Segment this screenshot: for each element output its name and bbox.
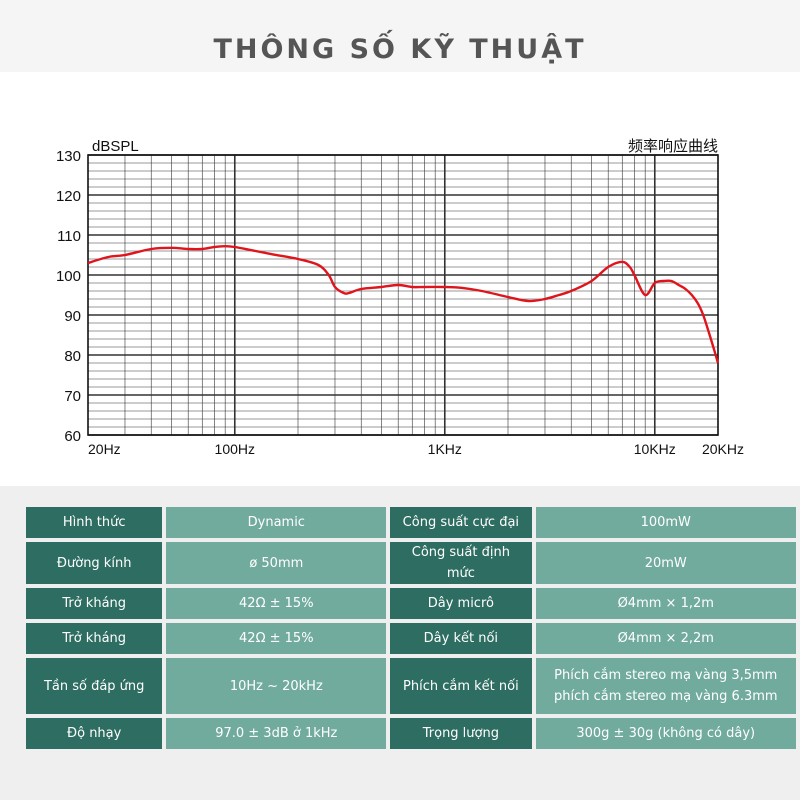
spec-value-text: 20mW bbox=[644, 555, 687, 571]
spec-label: Đường kính bbox=[26, 542, 163, 584]
spec-value-text: phích cắm stereo mạ vàng 6.3mm bbox=[553, 689, 778, 704]
spec-value: 42Ω ± 15% bbox=[166, 623, 387, 654]
spec-value-text: 100mW bbox=[640, 515, 691, 530]
spec-label-text: Hình thức bbox=[62, 515, 126, 530]
spec-label-text: Dây micrô bbox=[427, 596, 494, 611]
spec-value: 10Hz ~ 20kHz bbox=[166, 658, 387, 714]
spec-value-text: 42Ω ± 15% bbox=[239, 596, 314, 611]
y-tick-label: 120 bbox=[56, 188, 81, 205]
spec-value: ø 50mm bbox=[166, 542, 387, 584]
spec-value: Dynamic bbox=[166, 507, 387, 538]
spec-label: Dây micrô bbox=[390, 588, 532, 619]
spec-label: Trở kháng bbox=[26, 588, 163, 619]
spec-row: Đường kính ø 50mm Công suất định mức 20mW bbox=[26, 542, 796, 584]
spec-label-text: Độ nhạy bbox=[67, 726, 122, 741]
spec-label: Công suất cực đại bbox=[390, 507, 532, 538]
spec-label: Công suất định mức bbox=[390, 542, 532, 584]
spec-value-text: 10Hz ~ 20kHz bbox=[229, 678, 323, 694]
spec-label-text: Công suất cực đại bbox=[402, 515, 520, 530]
y-tick-label: 130 bbox=[56, 148, 81, 165]
spec-value-text: 300g ± 30g (không có dây) bbox=[576, 726, 756, 741]
x-tick-label: 100Hz bbox=[215, 441, 255, 457]
spec-value-text: 42Ω ± 15% bbox=[239, 631, 314, 646]
spec-value: Ø4mm × 1,2m bbox=[535, 588, 796, 619]
spec-table: Hình thức Dynamic Công suất cực đại 100mW Đư… bbox=[22, 503, 800, 753]
spec-value: Phích cắm stereo mạ vàng 3,5mm phích cắm … bbox=[535, 658, 796, 714]
spec-value: 100mW bbox=[535, 507, 796, 538]
spec-value-text: ø 50mm bbox=[249, 555, 304, 571]
plot-frame bbox=[87, 154, 719, 436]
spec-label-text: Trọng lượng bbox=[422, 726, 499, 741]
page-title: THÔNG SỐ KỸ THUẬT bbox=[213, 34, 587, 65]
spec-label: Hình thức bbox=[26, 507, 163, 538]
spec-label-text: Phích cắm kết nối bbox=[403, 678, 519, 694]
y-axis-label: dBSPL bbox=[92, 138, 139, 155]
x-tick-label: 10KHz bbox=[634, 441, 676, 457]
frequency-response-chart: 60 70 80 90 100 110 120 130 20Hz 100Hz 1KHz 10KHz 20… bbox=[56, 137, 744, 457]
x-tick-label: 1KHz bbox=[428, 441, 462, 457]
spec-label-text: Trở kháng bbox=[62, 631, 127, 646]
x-tick-label: 20Hz bbox=[88, 441, 121, 457]
x-tick-label: 20KHz bbox=[702, 441, 744, 457]
y-tick-label: 70 bbox=[64, 388, 81, 405]
spec-label: Phích cắm kết nối bbox=[390, 658, 532, 714]
y-tick-label: 80 bbox=[64, 348, 81, 365]
spec-label: Độ nhạy bbox=[26, 718, 163, 749]
frequency-response-curve bbox=[87, 244, 720, 364]
spec-label: Trọng lượng bbox=[390, 718, 532, 749]
spec-value-text: 97.0 ± 3dB ở 1kHz bbox=[215, 726, 338, 741]
spec-label: Dây kết nối bbox=[390, 623, 532, 654]
spec-row: Độ nhạy 97.0 ± 3dB ở 1kHz Trọng lượng 300g … bbox=[26, 718, 796, 749]
y-tick-label: 90 bbox=[64, 308, 81, 325]
y-tick-label: 100 bbox=[56, 268, 81, 285]
y-tick-label: 110 bbox=[57, 228, 81, 245]
spec-label-text: Công suất định mức bbox=[411, 545, 510, 581]
spec-value: 97.0 ± 3dB ở 1kHz bbox=[166, 718, 387, 749]
spec-value-text: Dynamic bbox=[247, 515, 305, 530]
spec-label: Tần số đáp ứng bbox=[26, 658, 163, 714]
spec-label-text: Trở kháng bbox=[62, 596, 127, 611]
spec-label: Trở kháng bbox=[26, 623, 163, 654]
chart-axes: 60 70 80 90 100 110 120 130 20Hz 100Hz 1KHz 10KHz 20… bbox=[56, 148, 744, 457]
spec-value-text: Ø4mm × 2,2m bbox=[617, 631, 714, 646]
spec-label-text: Dây kết nối bbox=[423, 631, 499, 646]
spec-label-text: Đường kính bbox=[56, 555, 132, 571]
spec-row: Trở kháng 42Ω ± 15% Dây kết nối Ø4mm × 2,2m bbox=[26, 623, 796, 654]
chart-grid bbox=[87, 154, 719, 436]
spec-label-text: Tần số đáp ứng bbox=[43, 678, 145, 694]
spec-row: Tần số đáp ứng 10Hz ~ 20kHz Phích cắm kết … bbox=[26, 658, 796, 714]
spec-row: Trở kháng 42Ω ± 15% Dây micrô Ø4mm × 1,2m bbox=[26, 588, 796, 619]
spec-value: 42Ω ± 15% bbox=[166, 588, 387, 619]
y-tick-label: 60 bbox=[64, 428, 81, 445]
chart-title: 频率响应曲线 bbox=[628, 137, 718, 155]
spec-value-text: Phích cắm stereo mạ vàng 3,5mm bbox=[554, 668, 778, 683]
spec-value-text: Ø4mm × 1,2m bbox=[617, 596, 714, 611]
spec-value: 20mW bbox=[535, 542, 796, 584]
spec-row: Hình thức Dynamic Công suất cực đại 100mW bbox=[26, 507, 796, 538]
spec-value: Ø4mm × 2,2m bbox=[535, 623, 796, 654]
title-band bbox=[0, 0, 800, 72]
spec-value: 300g ± 30g (không có dây) bbox=[535, 718, 796, 749]
